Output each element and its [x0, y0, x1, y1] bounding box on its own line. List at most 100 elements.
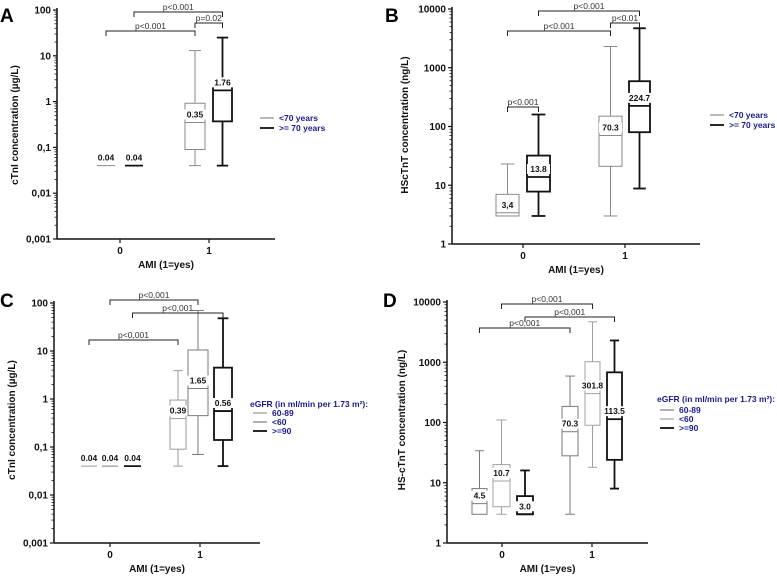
legend-entry: >= 70 years: [729, 120, 776, 130]
box-plot: [628, 27, 651, 190]
median-label-bg: [558, 418, 582, 429]
p-value-label: p<0.001: [544, 21, 575, 31]
p-value-label: p<0.001: [163, 2, 194, 12]
panel-label: C: [0, 291, 14, 312]
significance-bracket: [109, 299, 199, 305]
y-tick-label: 1000: [419, 358, 442, 369]
significance-bracket: [610, 22, 640, 28]
panel-label: A: [0, 6, 14, 27]
box-plot: [169, 370, 187, 467]
median-label-bg: [98, 453, 122, 464]
box-plot: [471, 450, 488, 515]
y-tick-label: 100: [34, 6, 51, 17]
median-label: 4.5: [474, 491, 486, 501]
median-label: 1.76: [214, 77, 231, 87]
y-axis-label: HScTnT concentration (ng/L): [400, 56, 411, 193]
y-axis-label: HS-cTnT concentration (ng/L): [397, 350, 408, 491]
legend: eGFR (in ml/min per 1.73 m²):60-89<60>=9…: [250, 399, 368, 436]
median-label-bg: [166, 405, 190, 416]
y-tick-label: 0,1: [37, 143, 51, 154]
box-plot: [584, 321, 601, 468]
box-iqr: [495, 193, 520, 217]
x-tick-label: 1: [206, 246, 212, 257]
median-label-bg: [122, 152, 146, 163]
box-plot: [492, 419, 511, 515]
median-label-bg: [211, 77, 234, 88]
box-iqr: [471, 488, 488, 515]
legend-entry: <70 years: [279, 113, 318, 123]
panel-label: B: [385, 6, 399, 27]
legend-entry: <70 years: [729, 110, 768, 120]
legend-entry: >= 70 years: [279, 123, 326, 133]
p-value-label: p<0.01: [612, 13, 639, 23]
x-tick-label: 0: [117, 246, 123, 257]
legend-title: eGFR (in ml/min per 1.73 m²):: [657, 394, 775, 404]
median-label-bg: [490, 467, 513, 478]
median-label: 224.7: [629, 93, 651, 103]
y-tick-label: 1: [42, 395, 48, 406]
median-label-bg: [186, 375, 210, 386]
box-plot: [598, 45, 623, 217]
significance-bracket: [538, 10, 640, 16]
p-value-label: p<0,001: [532, 294, 563, 304]
median-label-bg: [183, 109, 207, 120]
y-tick-label: 1: [45, 97, 51, 108]
legend-entry: 60-89: [272, 408, 294, 418]
y-tick-label: 0,001: [26, 235, 51, 246]
significance-bracket: [524, 316, 615, 322]
median-label: 13.8: [530, 164, 547, 174]
y-tick-label: 0,1: [34, 443, 48, 454]
p-value-label: p<0.001: [574, 1, 605, 11]
median-label: 0.35: [187, 109, 204, 119]
median-label-bg: [470, 490, 489, 501]
p-value-label: p<0,001: [118, 330, 149, 340]
x-tick-label: 0: [107, 550, 113, 561]
legend-entry: 60-89: [679, 405, 701, 415]
p-value-label: p<0,001: [139, 290, 170, 300]
y-tick-label: 0,01: [29, 491, 49, 502]
median-label: 0.56: [215, 398, 232, 408]
median-label: 0.04: [81, 453, 98, 463]
significance-bracket: [507, 106, 539, 112]
median-label: 70.3: [562, 419, 579, 429]
y-tick-label: 10: [40, 51, 52, 62]
median-label: 70.3: [602, 122, 619, 132]
box-plot: [213, 317, 233, 468]
median-label-bg: [94, 152, 118, 163]
median-label-bg: [516, 501, 534, 512]
p-value-label: p=0.02: [196, 13, 223, 23]
median-label-bg: [600, 406, 629, 417]
legend-entry: <60: [679, 414, 694, 424]
y-tick-label: 100: [424, 418, 441, 429]
panel-c: C 100 10 1 0,1 0,01 0,001 0 1 AMI (1=yes) cTnI con…: [0, 290, 368, 575]
x-axis-label: AMI (1=yes): [129, 564, 185, 574]
y-tick-label: 0,01: [32, 189, 52, 200]
significance-bracket: [194, 22, 223, 28]
median-label: 113.5: [604, 406, 625, 416]
y-tick-label: 100: [429, 122, 446, 133]
legend-entry: >=90: [679, 423, 699, 433]
significance-bracket: [105, 30, 196, 36]
significance-bracket: [88, 339, 179, 345]
y-tick-label: 100: [31, 299, 48, 310]
box-iqr: [598, 115, 623, 167]
panel-label: D: [383, 291, 397, 312]
y-axis-label: cTnI concentration (µg/L): [7, 360, 18, 480]
median-label-bg: [498, 199, 517, 210]
p-value-label: p<0.001: [508, 97, 539, 107]
box-plot: [212, 36, 233, 167]
significance-bracket: [133, 11, 223, 17]
median-label: 0.04: [126, 153, 143, 163]
median-label: 3.0: [519, 501, 531, 511]
median-label-bg: [578, 380, 607, 391]
median-label: 1.65: [190, 376, 207, 386]
y-tick-label: 1: [435, 539, 441, 550]
median-label: 301.8: [582, 381, 604, 391]
y-tick-label: 1000: [424, 63, 447, 74]
median-label: 0.04: [102, 453, 119, 463]
x-tick-label: 0: [499, 550, 505, 561]
y-tick-label: 10000: [418, 5, 446, 16]
y-tick-label: 0,001: [23, 539, 48, 550]
p-value-label: p<0.001: [135, 21, 166, 31]
